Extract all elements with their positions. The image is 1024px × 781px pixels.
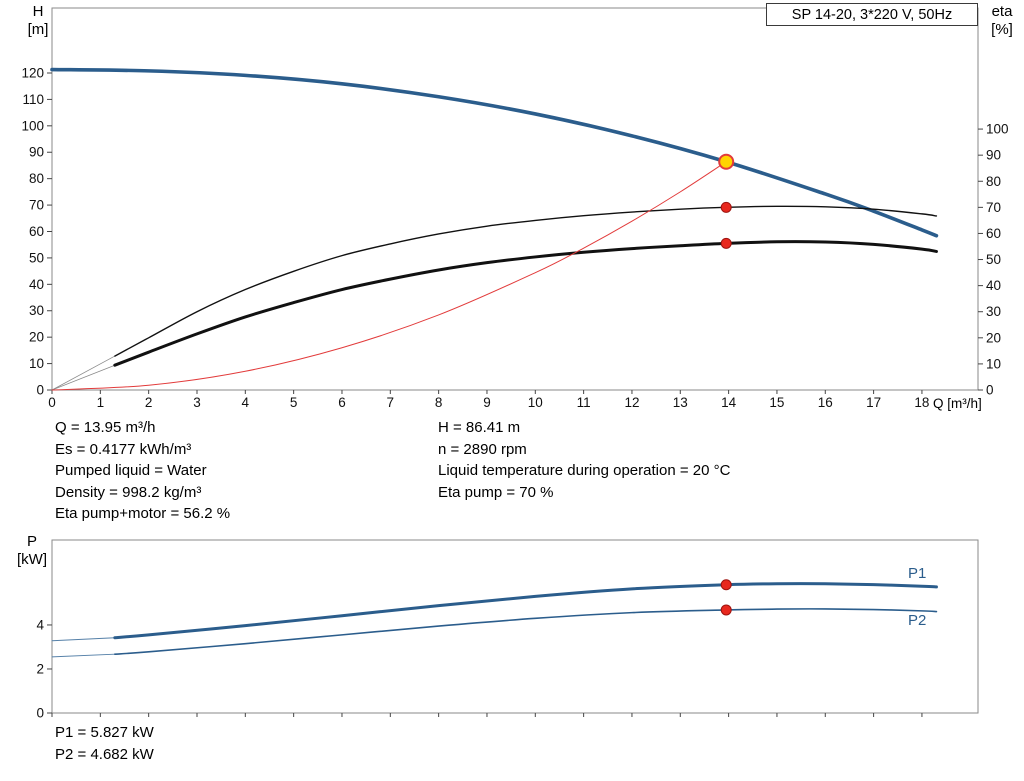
y-right-tick-label: 60 [986,226,1001,241]
info-speed: n = 2890 rpm [438,440,527,458]
curve-system-curve [51,161,727,391]
x-tick-label: 11 [577,395,591,410]
x-tick-label: 10 [528,395,543,410]
p1-value: P1 = 5.827 kW [55,724,154,741]
y-right-tick-label: 80 [986,174,1001,189]
info-eta-pump-motor: Eta pump+motor = 56.2 % [55,505,231,522]
eta-axis-label-symbol: eta [991,3,1013,20]
y-left-tick-label: 20 [29,330,44,345]
operating-point-info-left: Q = 13.95 m³/h Es = 0.4177 kWh/m³ Pumped… [55,417,230,525]
y-left-tick-label: 60 [29,224,44,239]
y-left-tick-label: 0 [36,706,44,721]
y-right-tick-label: 100 [986,122,1009,137]
x-tick-label: 5 [290,395,298,410]
p-axis-label: P [kW] [10,533,54,569]
y-left-tick-label: 30 [29,303,44,318]
x-tick-label: 12 [624,395,639,410]
y-left-tick-label: 0 [36,383,44,398]
p2-point-marker [720,604,732,616]
y-left-tick-label: 90 [29,145,44,160]
x-tick-label: 0 [48,395,56,410]
y-left-tick-label: 50 [29,250,44,265]
p2-value: P2 = 4.682 kW [55,745,154,763]
x-tick-label: 13 [673,395,688,410]
q-axis-label: Q [m³/h] [933,396,982,411]
pump-title-box: SP 14-20, 3*220 V, 50Hz [766,3,978,26]
plot-border [51,539,979,714]
eta-pump-point-marker [720,201,732,213]
y-left-tick-label: 120 [21,65,44,80]
y-left-tick-label: 4 [36,617,44,632]
p2-curve-label: P2 [908,612,927,629]
x-tick-label: 4 [242,395,250,410]
x-tick-label: 2 [145,395,153,410]
x-tick-label: 7 [387,395,395,410]
y-left-tick-label: 80 [29,171,44,186]
y-right-tick-label: 90 [986,148,1001,163]
p-axis-label-unit: [kW] [17,551,47,568]
x-tick-label: 15 [769,395,784,410]
p1-point-marker [720,579,732,591]
info-liquid-temperature: Liquid temperature during operation = 20… [438,462,731,479]
y-left-tick-label: 110 [22,92,44,107]
x-tick-label: 17 [866,395,881,410]
curve-eta-pump-motor-leadin [51,364,116,391]
y-right-tick-label: 20 [986,330,1001,345]
y-left-tick-label: 40 [29,277,44,292]
curve-eta-pump-leadin [51,355,116,391]
curve-eta-pump [114,205,938,357]
curve-p2 [114,608,938,656]
eta-axis-label: eta [%] [982,3,1022,39]
x-tick-label: 16 [818,395,833,410]
y-left-tick-label: 100 [21,118,44,133]
info-density: Density = 998.2 kg/m³ [55,483,202,501]
plot-border [51,7,979,391]
curve-p1-leadin [51,637,116,642]
y-right-tick-label: 10 [986,356,1001,371]
duty-point-marker [718,153,735,170]
x-tick-label: 18 [914,395,929,410]
curve-p1 [113,582,938,640]
y-right-tick-label: 40 [986,278,1001,293]
h-axis-label: H [m] [20,3,56,39]
x-tick-label: 9 [483,395,491,410]
y-left-tick-label: 10 [29,356,44,371]
y-left-tick-label: 70 [29,198,44,213]
qh-eta-chart: 0 1 2 3 4 5 6 7 8 9 10 11 12 13 14 15 16 17 18010203040506… [21,7,1009,410]
power-chart: 0 2 4 [36,539,979,721]
curve-qh [50,67,939,238]
x-tick-label: 1 [97,395,105,410]
y-right-tick-label: 70 [986,200,1001,215]
y-left-tick-label: 2 [36,661,44,676]
h-axis-label-symbol: H [32,3,44,20]
curve-eta-pump-motor [113,240,938,367]
y-right-tick-label: 0 [986,383,994,398]
eta-pump-motor-point-marker [720,237,732,249]
x-tick-label: 8 [435,395,443,410]
curve-p2-leadin [51,653,116,658]
p1-curve-label: P1 [908,565,927,582]
eta-axis-label-unit: [%] [991,21,1013,38]
info-pumped-liquid: Pumped liquid = Water [55,462,207,479]
info-flow: Q = 13.95 m³/h [55,419,156,436]
x-tick-label: 14 [721,395,737,410]
h-axis-label-unit: [m] [27,21,49,38]
operating-point-info-right: H = 86.41 m n = 2890 rpm Liquid temperat… [438,417,730,503]
info-head: H = 86.41 m [438,419,521,436]
x-tick-label: 3 [193,395,201,410]
y-right-tick-label: 50 [986,252,1001,267]
x-tick-label: 6 [338,395,346,410]
info-eta-pump: Eta pump = 70 % [438,483,554,501]
power-values: P1 = 5.827 kW P2 = 4.682 kW [55,722,154,765]
y-right-tick-label: 30 [986,304,1001,319]
p-axis-label-symbol: P [26,533,37,550]
info-specific-energy: Es = 0.4177 kWh/m³ [55,440,192,458]
